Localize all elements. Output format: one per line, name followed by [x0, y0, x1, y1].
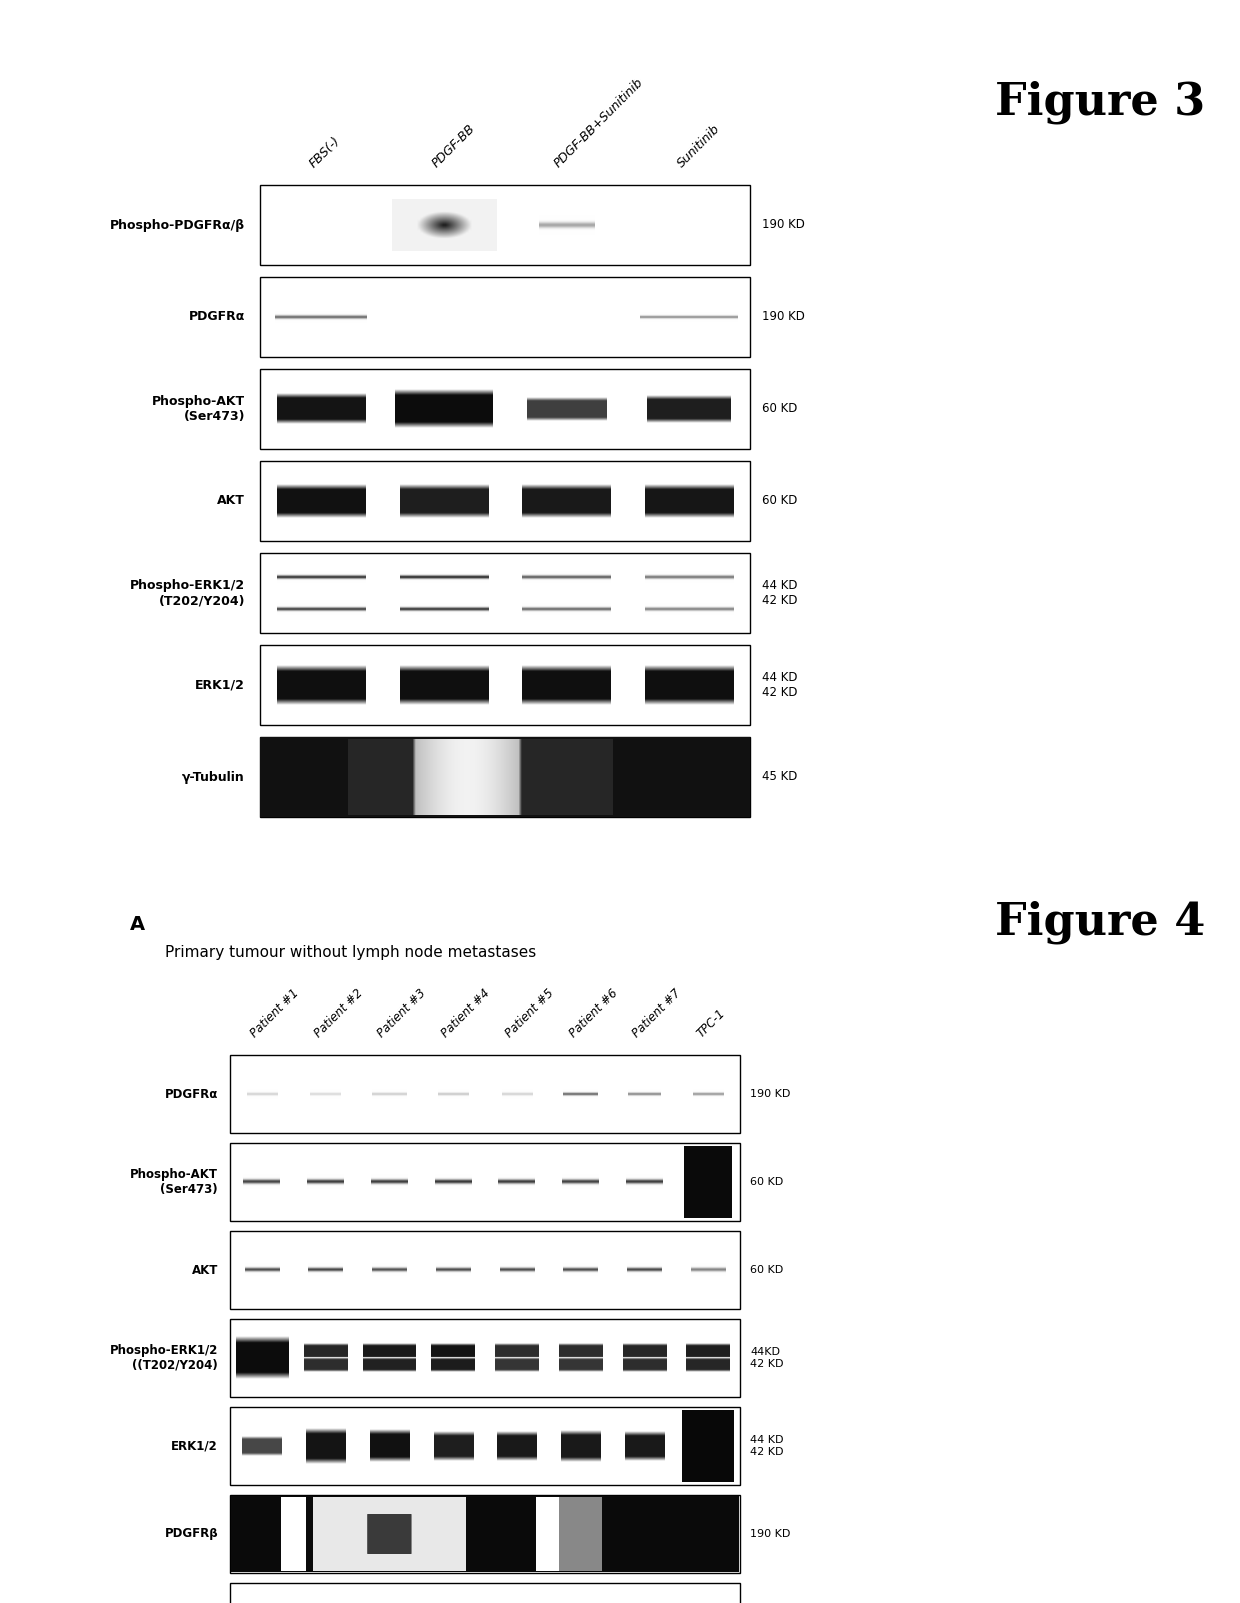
Bar: [260, 737, 750, 818]
Text: 190 KD: 190 KD: [763, 218, 805, 231]
Text: Phospho-AKT
(Ser473): Phospho-AKT (Ser473): [151, 394, 246, 423]
Text: 44 KD
42 KD: 44 KD 42 KD: [763, 579, 797, 608]
Text: 44KD
42 KD: 44KD 42 KD: [750, 1347, 784, 1369]
Text: AKT: AKT: [192, 1263, 218, 1276]
Text: Phospho-ERK1/2
(T202/Y204): Phospho-ERK1/2 (T202/Y204): [130, 579, 246, 608]
Text: Patient #2: Patient #2: [311, 986, 365, 1040]
Text: ERK1/2: ERK1/2: [195, 678, 246, 691]
Text: PDGFRα: PDGFRα: [188, 311, 246, 324]
Bar: [312, 1497, 466, 1571]
Bar: [229, 1584, 740, 1603]
Text: 60 KD: 60 KD: [763, 494, 797, 508]
Bar: [260, 184, 750, 264]
Bar: [229, 1407, 740, 1484]
Text: 190 KD: 190 KD: [750, 1529, 790, 1539]
Text: FBS(-): FBS(-): [308, 135, 343, 170]
Bar: [260, 369, 750, 449]
Bar: [229, 1143, 740, 1221]
Bar: [281, 1497, 306, 1571]
Text: TPC-1: TPC-1: [694, 1007, 728, 1040]
Text: Phospho-ERK1/2
((T202/Y204): Phospho-ERK1/2 ((T202/Y204): [109, 1343, 218, 1372]
Text: Patient #7: Patient #7: [630, 986, 683, 1040]
Bar: [231, 1496, 739, 1573]
Text: Figure 4: Figure 4: [994, 899, 1205, 944]
Text: Sunitinib: Sunitinib: [675, 122, 723, 170]
Text: Patient #5: Patient #5: [502, 986, 557, 1040]
Bar: [260, 737, 750, 818]
Bar: [682, 1411, 734, 1483]
Text: Patient #3: Patient #3: [376, 986, 429, 1040]
Bar: [229, 1231, 740, 1310]
FancyBboxPatch shape: [367, 1513, 412, 1553]
Text: AKT: AKT: [217, 494, 246, 508]
Text: A: A: [130, 915, 145, 935]
Bar: [260, 462, 750, 540]
Text: ERK1/2: ERK1/2: [171, 1439, 218, 1452]
Bar: [229, 1055, 740, 1133]
Text: Patient #4: Patient #4: [439, 986, 492, 1040]
Bar: [684, 1146, 732, 1218]
Text: Primary tumour without lymph node metastases: Primary tumour without lymph node metast…: [165, 946, 536, 960]
Text: 190 KD: 190 KD: [763, 311, 805, 324]
Text: Phospho-AKT
(Ser473): Phospho-AKT (Ser473): [130, 1169, 218, 1196]
Text: 190 KD: 190 KD: [750, 1088, 790, 1100]
Text: Patient #1: Patient #1: [248, 986, 301, 1040]
Text: 44 KD
42 KD: 44 KD 42 KD: [750, 1435, 784, 1457]
Text: Phospho-PDGFRα/β: Phospho-PDGFRα/β: [110, 218, 246, 231]
Bar: [260, 644, 750, 725]
Text: 60 KD: 60 KD: [750, 1265, 784, 1274]
Bar: [559, 1497, 603, 1571]
Bar: [229, 1319, 740, 1396]
Text: 60 KD: 60 KD: [763, 402, 797, 415]
Text: Patient #6: Patient #6: [567, 986, 620, 1040]
Text: γ-Tubulin: γ-Tubulin: [182, 771, 246, 784]
Bar: [260, 553, 750, 633]
Text: 44 KD
42 KD: 44 KD 42 KD: [763, 672, 797, 699]
Text: 45 KD: 45 KD: [763, 771, 797, 784]
Text: Figure 3: Figure 3: [994, 80, 1205, 123]
Bar: [260, 277, 750, 357]
Bar: [537, 1497, 562, 1571]
Text: PDGFRα: PDGFRα: [165, 1087, 218, 1101]
Text: PDGF-BB: PDGF-BB: [429, 122, 477, 170]
Text: PDGF-BB+Sunitinib: PDGF-BB+Sunitinib: [552, 75, 646, 170]
Bar: [229, 1496, 740, 1573]
Text: PDGFRβ: PDGFRβ: [165, 1528, 218, 1540]
Text: 60 KD: 60 KD: [750, 1177, 784, 1186]
